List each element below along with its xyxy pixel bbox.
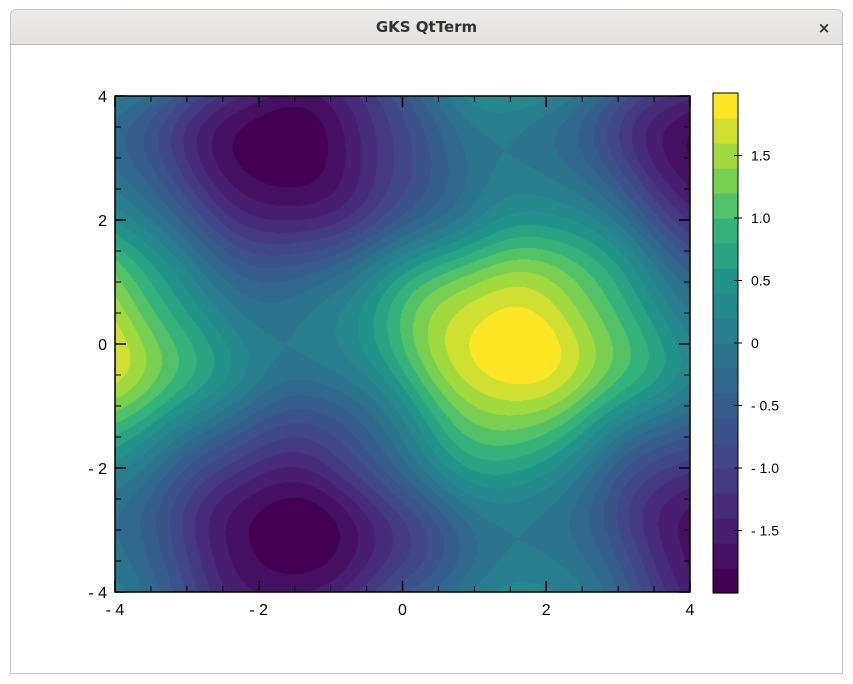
x-axis: - 4 - 2 0 2 4: [106, 96, 695, 619]
y-tick-label: 0: [98, 337, 107, 354]
close-icon[interactable]: ×: [817, 19, 831, 37]
y-tick-label: - 2: [88, 461, 107, 478]
y-axis: - 4 - 2 0 2 4: [88, 89, 690, 602]
colorbar-band: [713, 468, 738, 494]
colorbar-band: [713, 318, 738, 344]
colorbar-bands: [713, 93, 738, 594]
colorbar-band: [713, 93, 738, 119]
colorbar-tick-label: - 0.5: [751, 398, 779, 414]
y-tick-label: 2: [98, 213, 107, 230]
colorbar-band: [713, 393, 738, 419]
colorbar-band: [713, 418, 738, 444]
x-tick-label: - 4: [106, 602, 125, 619]
colorbar-band: [713, 343, 738, 369]
colorbar-band: [713, 268, 738, 294]
colorbar-band: [713, 493, 738, 519]
colorbar-band: [713, 368, 738, 394]
colorbar-band: [713, 143, 738, 169]
colorbar-band: [713, 293, 738, 319]
title-bar[interactable]: GKS QtTerm ×: [11, 10, 842, 45]
x-tick-label: - 2: [249, 602, 268, 619]
colorbar-ticks: 1.5 1.0 0.5 0 - 0.5 - 1.0 - 1.5: [734, 148, 779, 539]
x-tick-label: 2: [542, 602, 551, 619]
colorbar-band: [713, 443, 738, 469]
colorbar-band: [713, 543, 738, 569]
colorbar-band: [713, 518, 738, 544]
colorbar-tick-label: 0: [751, 335, 759, 351]
colorbar-band: [713, 168, 738, 194]
colorbar-band: [713, 193, 738, 219]
y-tick-label: 4: [98, 89, 107, 106]
colorbar-tick-label: - 1.0: [751, 460, 779, 476]
colorbar-band: [713, 568, 738, 594]
colorbar-tick-label: 1.0: [751, 210, 771, 226]
colorbar-tick-label: 1.5: [751, 148, 771, 164]
window-title: GKS QtTerm: [375, 18, 478, 36]
colorbar-band: [713, 218, 738, 244]
colorbar-band: [713, 243, 738, 269]
heatmap-field: [115, 96, 690, 592]
x-tick-label: 0: [398, 602, 407, 619]
y-tick-label: - 4: [88, 585, 107, 602]
plot-area: - 4 - 2 0 2 4 - 4 - 2 0 2 4: [88, 89, 694, 619]
colorbar: 1.5 1.0 0.5 0 - 0.5 - 1.0 - 1.5: [712, 92, 779, 594]
colorbar-tick-label: - 1.5: [751, 523, 779, 539]
colorbar-tick-label: 0.5: [751, 273, 771, 289]
colorbar-band: [713, 118, 738, 144]
x-tick-label: 4: [686, 602, 695, 619]
